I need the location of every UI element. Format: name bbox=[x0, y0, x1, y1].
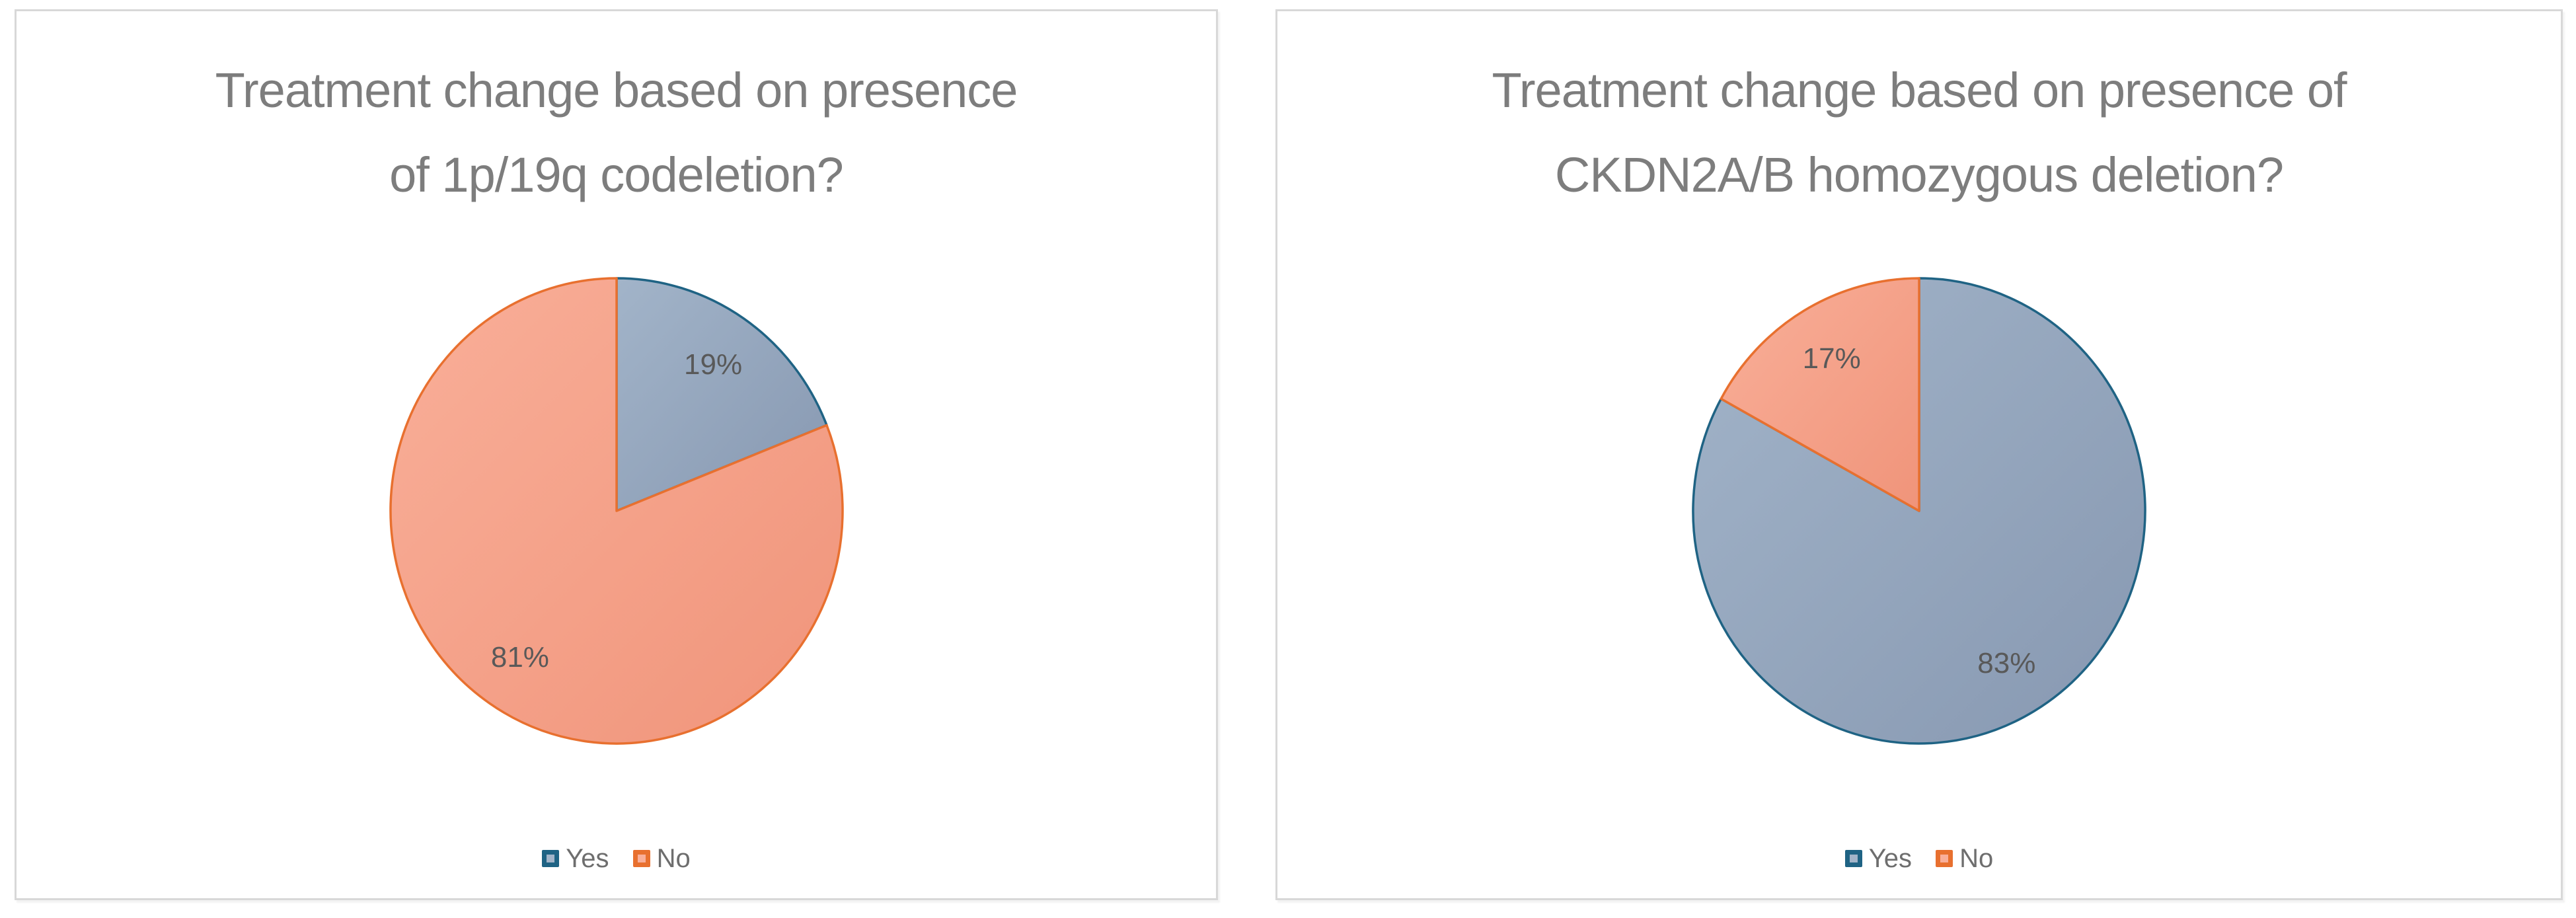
data-label-no: 17% bbox=[1803, 342, 1861, 375]
legend-swatch-yes-icon bbox=[1844, 850, 1862, 867]
pie-slice-no bbox=[389, 277, 844, 745]
legend-swatch-no-icon bbox=[632, 850, 650, 867]
legend-item-no: No bbox=[632, 844, 691, 873]
chart-title-line-2: CKDN2A/B homozygous deletion? bbox=[1554, 147, 2284, 202]
legend-item-yes: Yes bbox=[542, 845, 609, 872]
chart-panel-1p19q-codeletion: Treatment change based on presence of 1p… bbox=[15, 9, 1218, 900]
pie-slice-yes bbox=[615, 277, 828, 512]
legend: Yes No bbox=[542, 844, 691, 873]
chart-panel-ckdn2ab-deletion: Treatment change based on presence of CK… bbox=[1275, 9, 2563, 900]
legend-label-yes: Yes bbox=[1868, 844, 1913, 873]
chart-title-line-1: Treatment change based on presence of bbox=[1492, 63, 2347, 118]
legend-swatch-no-icon bbox=[1936, 850, 1953, 867]
legend-label-no: No bbox=[1959, 844, 1994, 873]
chart-title: Treatment change based on presence of CK… bbox=[1492, 48, 2347, 217]
pie-chart-ckdn2ab-deletion: 83% 17% bbox=[1692, 277, 2146, 745]
legend-label-yes: Yes bbox=[566, 844, 609, 873]
chart-title-line-2: of 1p/19q codeletion? bbox=[389, 147, 844, 202]
legend-label-no: No bbox=[656, 844, 691, 873]
data-label-yes: 83% bbox=[1977, 647, 2035, 679]
pie-chart-1p19q-codeletion: 19% 81% bbox=[389, 277, 844, 745]
chart-title-line-1: Treatment change based on presence bbox=[215, 63, 1018, 118]
legend-item-no: No bbox=[1936, 845, 1993, 872]
chart-title: Treatment change based on presence of 1p… bbox=[215, 48, 1018, 217]
legend: Yes No bbox=[1844, 844, 1993, 873]
data-label-yes: 19% bbox=[684, 348, 742, 381]
data-label-no: 81% bbox=[490, 641, 549, 673]
legend-swatch-yes-icon bbox=[542, 850, 560, 867]
pie-slice-no bbox=[1720, 277, 1920, 512]
legend-item-yes: Yes bbox=[1844, 844, 1913, 873]
